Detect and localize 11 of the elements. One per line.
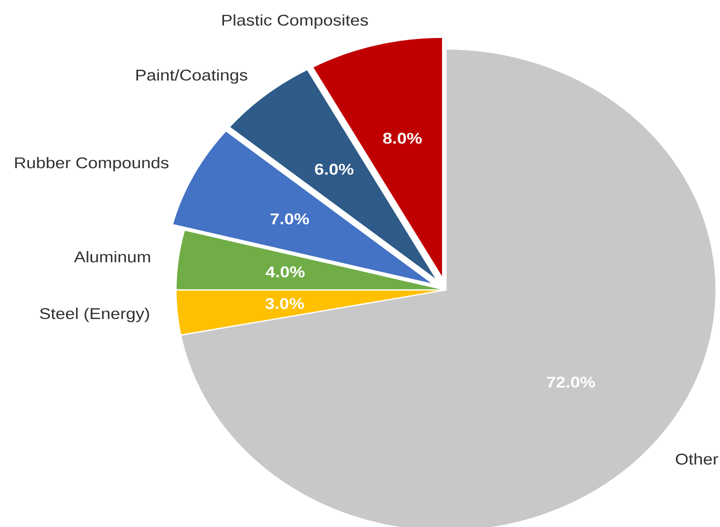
data-label: 6.0% bbox=[314, 164, 354, 175]
data-label: 7.0% bbox=[270, 213, 309, 224]
slice-label: Steel (Energy) bbox=[40, 308, 150, 322]
slice-label: Other bbox=[676, 453, 718, 465]
slice-label: Paint/Coatings bbox=[136, 69, 248, 84]
data-label: 3.0% bbox=[265, 298, 304, 310]
data-label: 8.0% bbox=[383, 132, 422, 144]
data-label: 4.0% bbox=[266, 266, 305, 278]
slice-label: Plastic Composites bbox=[222, 14, 368, 29]
slice-label: Rubber Compounds bbox=[15, 156, 168, 172]
slice-label: Aluminum bbox=[74, 251, 150, 262]
